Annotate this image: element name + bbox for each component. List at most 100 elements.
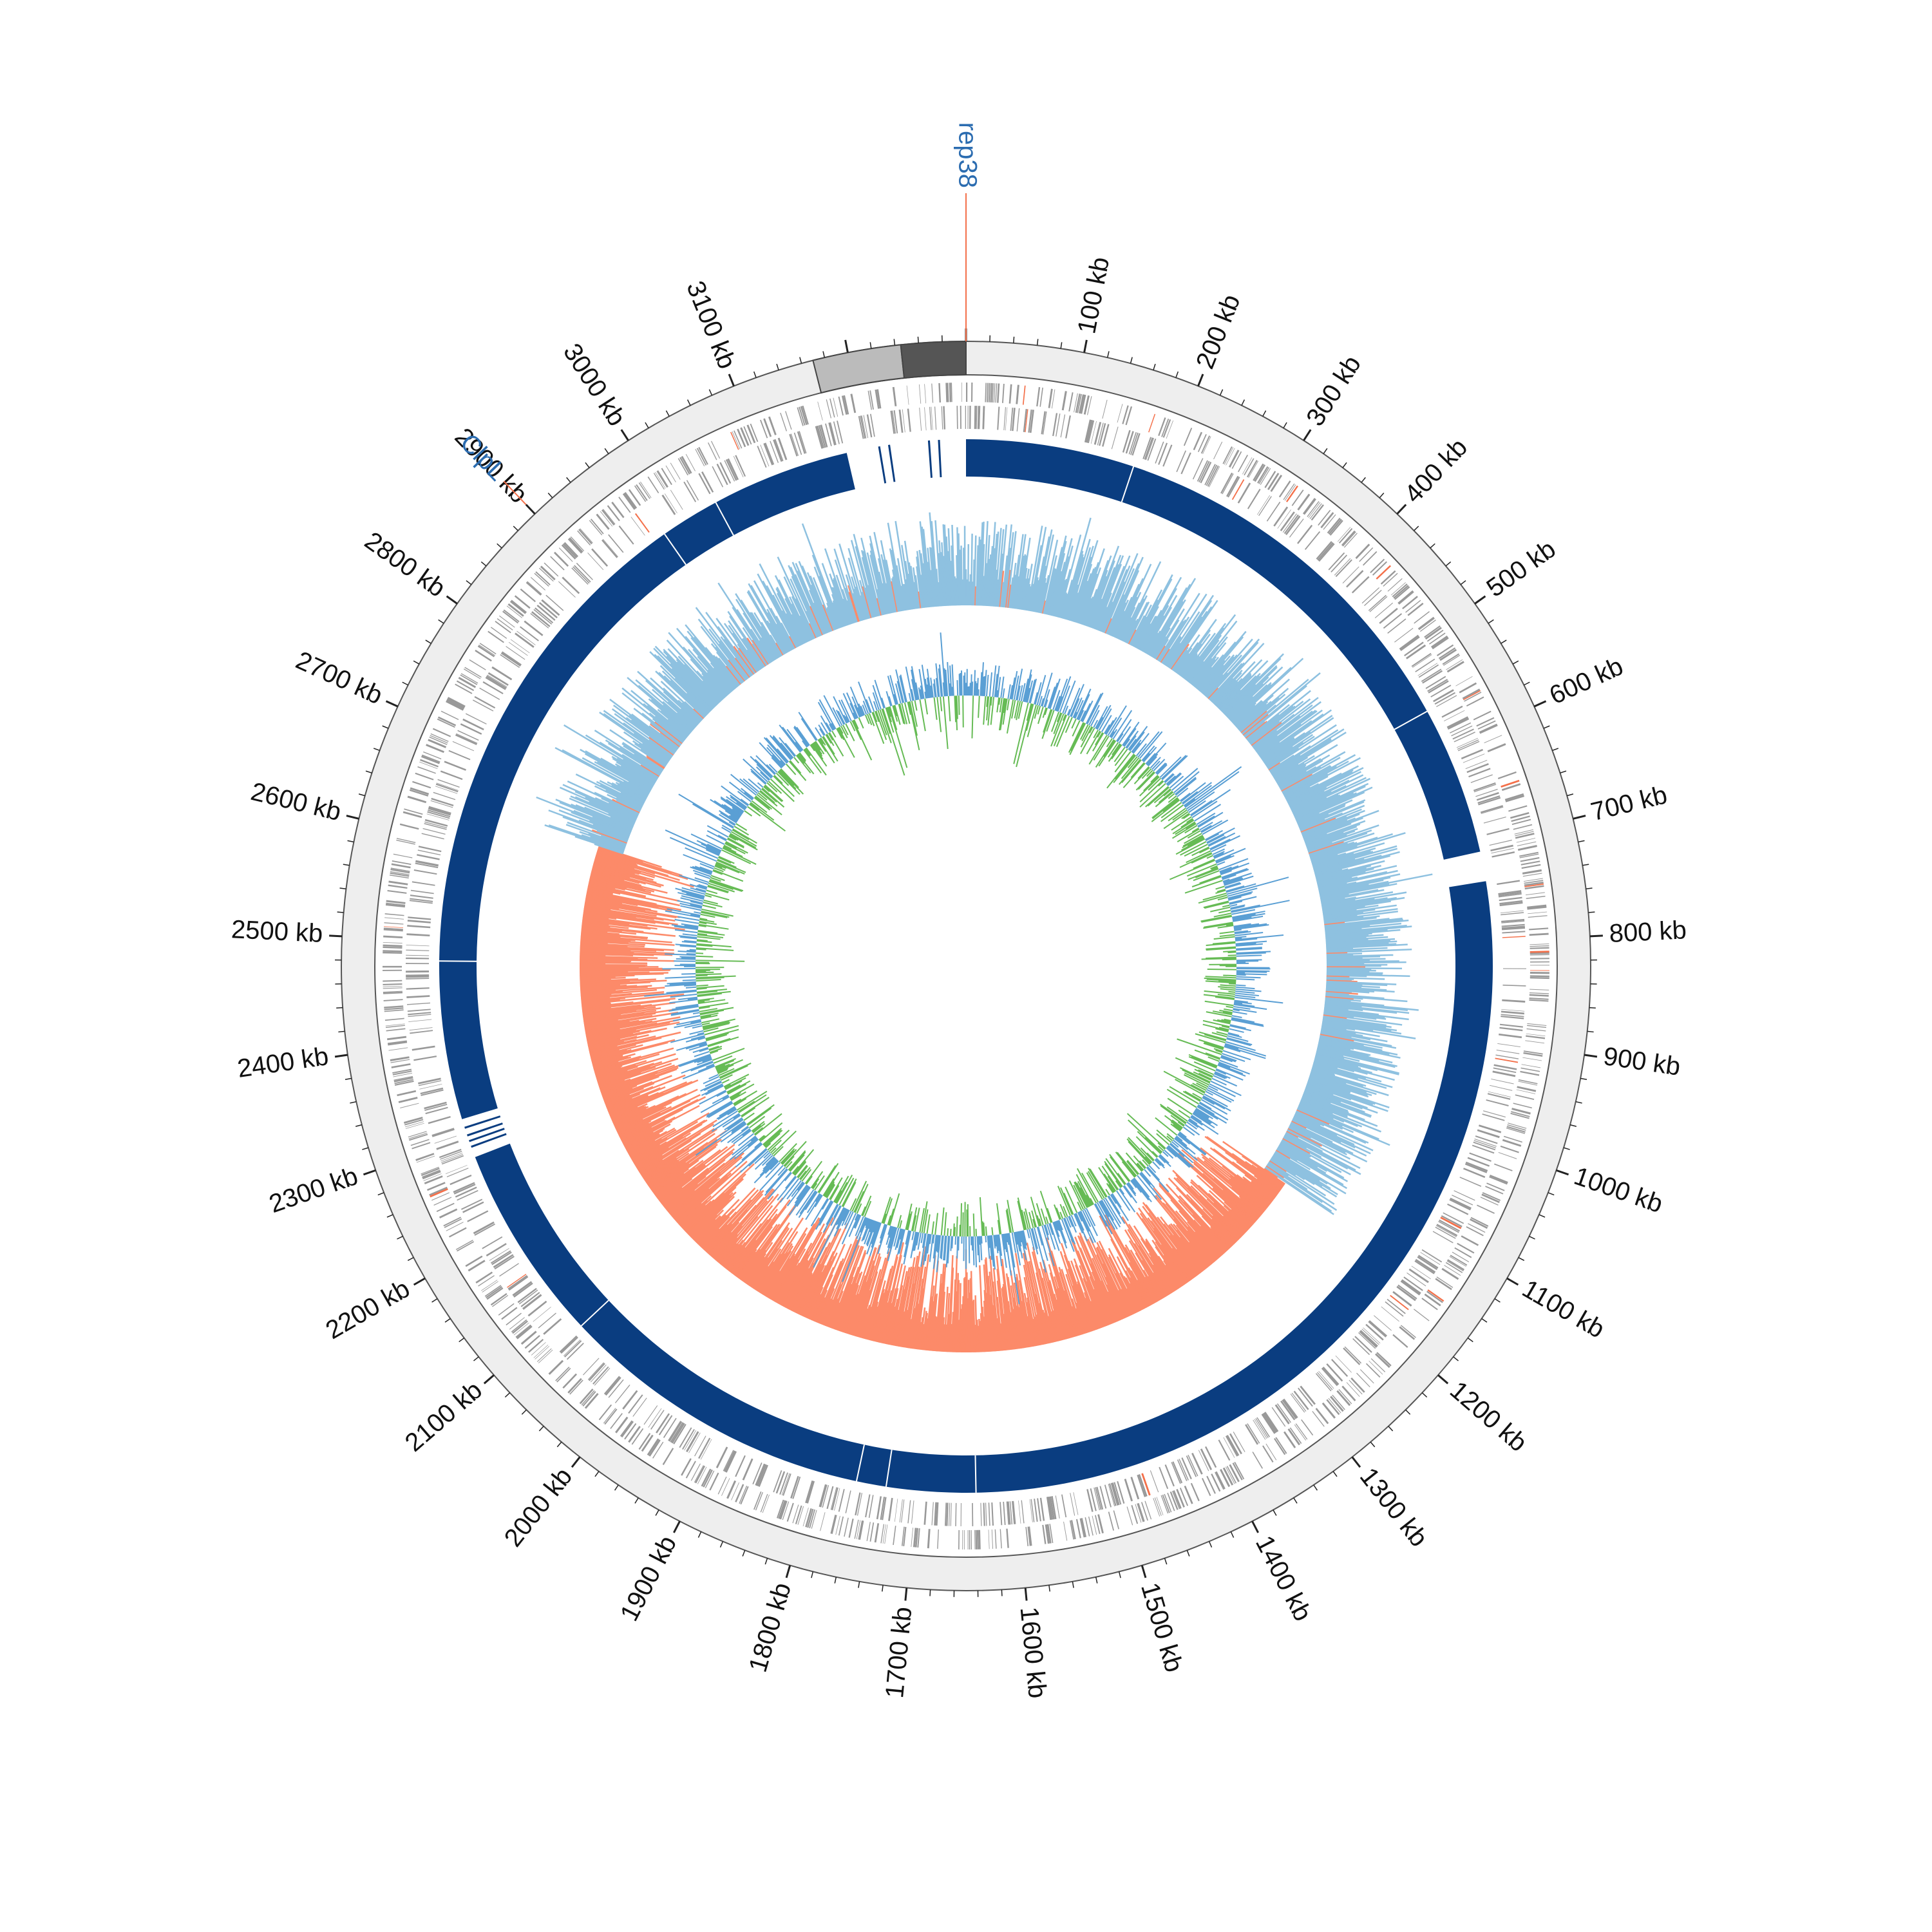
gc-skew-positive [1302, 1094, 1349, 1113]
gene [415, 1153, 435, 1161]
gc-skew-positive [1307, 824, 1379, 851]
gc-skew-negative [736, 1251, 757, 1278]
gene [449, 1227, 467, 1238]
gc-content-below [696, 969, 721, 971]
gene [1346, 1382, 1360, 1397]
gc-skew-positive [985, 535, 990, 606]
gc-skew-positive [1292, 1119, 1341, 1144]
gene [668, 1421, 681, 1441]
gc-skew-negative [955, 1273, 959, 1352]
gc-skew-positive [1180, 653, 1198, 677]
gc-skew-positive [643, 703, 687, 739]
gc-skew-positive [1266, 1164, 1323, 1203]
gc-skew-negative [586, 894, 672, 912]
gene [790, 1475, 799, 1499]
minor-tick [697, 1531, 702, 1538]
gc-skew-positive [1312, 1063, 1367, 1079]
gc-skew-negative [1090, 1300, 1102, 1329]
minor-tick [1106, 351, 1110, 358]
gene [564, 542, 579, 558]
gene [1021, 1500, 1025, 1524]
gene [1473, 710, 1492, 721]
gene [1438, 647, 1456, 659]
gc-skew-negative [1212, 1188, 1254, 1226]
gc-skew-positive [1285, 1130, 1299, 1139]
gene [1042, 1524, 1046, 1544]
gene [515, 1324, 532, 1338]
gene [1278, 480, 1291, 498]
gc-skew-positive [1234, 700, 1263, 726]
gene [1055, 1495, 1060, 1519]
gc-skew-negative [699, 1187, 756, 1247]
gene [990, 383, 993, 402]
gene [826, 399, 832, 419]
gene [934, 406, 937, 430]
gene [424, 821, 448, 829]
gene [725, 1451, 737, 1473]
gc-skew-positive [1323, 916, 1364, 923]
gc-skew-negative [896, 1266, 913, 1347]
gene [1331, 1359, 1349, 1377]
gc-skew-negative [830, 1245, 863, 1329]
gc-skew-positive [667, 719, 689, 737]
gc-skew-negative [1027, 1261, 1046, 1345]
gc-skew-positive [634, 743, 667, 766]
rna-gene [1495, 1057, 1519, 1063]
gene [388, 880, 408, 886]
gc-skew-positive [616, 761, 655, 785]
gc-skew-positive [1283, 761, 1349, 797]
gc-skew-negative [1144, 1276, 1160, 1302]
gene [406, 995, 430, 998]
gene [1432, 1231, 1454, 1244]
gc-skew-positive [1304, 820, 1366, 844]
gc-skew-negative [748, 1256, 769, 1286]
gc-skew-positive [1224, 665, 1278, 716]
major-tick [785, 1565, 791, 1578]
tick-label-1800: 1800 kb [744, 1580, 797, 1676]
gene [1277, 509, 1291, 529]
gene [1493, 1067, 1517, 1074]
gc-skew-negative [1142, 1206, 1196, 1278]
tick-label-2100: 2100 kb [400, 1376, 488, 1457]
gc-skew-negative [582, 998, 676, 1010]
minor-tick [1494, 1298, 1501, 1303]
gene [1255, 1417, 1269, 1438]
tick-label-2300: 2300 kb [265, 1162, 361, 1218]
gc-skew-negative [851, 1244, 881, 1336]
gene [1496, 1049, 1520, 1054]
gene [838, 1489, 845, 1512]
gene [1530, 972, 1549, 974]
gc-skew-positive [1280, 751, 1346, 790]
gc-skew-negative [667, 1189, 696, 1213]
gc-skew-positive [1291, 785, 1347, 813]
gc-skew-negative [670, 1152, 744, 1216]
gene [489, 1248, 509, 1261]
gc-skew-negative [1096, 1246, 1131, 1317]
gc-skew-negative [620, 1099, 699, 1139]
gc-skew-positive [1309, 832, 1375, 856]
gene [1285, 515, 1301, 535]
gc-skew-negative [580, 941, 608, 945]
gc-skew-negative [992, 1281, 1000, 1351]
gc-skew-positive [1285, 782, 1320, 802]
gene [1518, 1079, 1538, 1084]
gc-skew-negative [929, 1294, 937, 1351]
gc-skew-positive [1282, 1137, 1351, 1176]
minor-tick [604, 448, 609, 454]
gene [1028, 409, 1032, 433]
gc-skew-negative [669, 1171, 721, 1215]
gene [797, 407, 804, 426]
gene [511, 600, 527, 613]
gene [632, 1397, 647, 1417]
gc-skew-negative [1075, 1308, 1085, 1334]
rna-gene [1148, 413, 1156, 433]
gc-skew-negative [581, 927, 637, 935]
gene [455, 1186, 477, 1198]
gene [530, 577, 546, 591]
gc-skew-negative [827, 1245, 860, 1327]
gc-skew-positive [649, 651, 711, 713]
gene [830, 1515, 837, 1534]
gc-skew-positive [1313, 858, 1356, 871]
gc-skew-positive [1208, 663, 1243, 701]
gc-skew-positive [1173, 634, 1200, 672]
